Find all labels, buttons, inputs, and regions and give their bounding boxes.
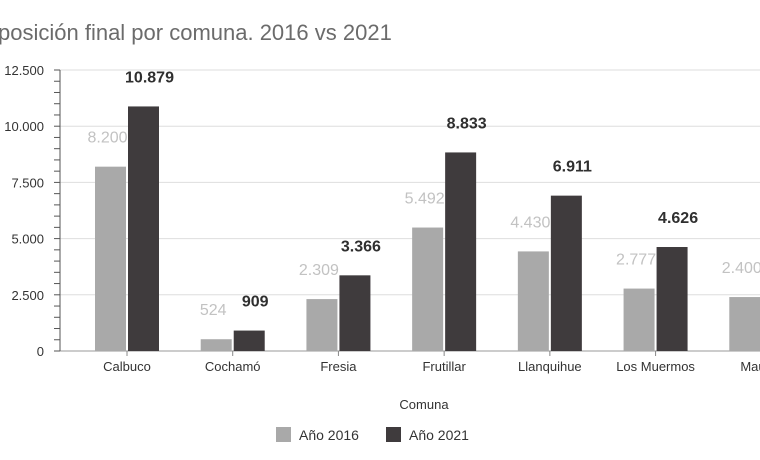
y-tick-label: 10.000 bbox=[4, 119, 44, 134]
bar bbox=[729, 297, 760, 351]
data-label: 4.430 bbox=[510, 214, 550, 231]
bar bbox=[95, 166, 126, 351]
legend-swatch bbox=[386, 427, 401, 442]
data-label: 524 bbox=[200, 302, 227, 319]
bar bbox=[128, 106, 159, 351]
bar bbox=[445, 152, 477, 351]
bar bbox=[412, 227, 444, 351]
chart-title: posición final por comuna. 2016 vs 2021 bbox=[0, 20, 392, 45]
y-tick-label: 2.500 bbox=[11, 288, 44, 303]
data-label: 8.833 bbox=[447, 115, 487, 132]
data-label: 3.366 bbox=[341, 238, 381, 255]
y-tick-label: 5.000 bbox=[11, 232, 44, 247]
x-tick-label: Frutillar bbox=[422, 359, 466, 374]
data-label: 8.200 bbox=[87, 130, 127, 147]
x-tick-label: Fresia bbox=[320, 359, 357, 374]
bar bbox=[550, 195, 582, 351]
bar bbox=[306, 299, 338, 351]
y-tick-label: 7.500 bbox=[11, 175, 44, 190]
x-tick-label: Los Muermos bbox=[616, 359, 695, 374]
legend-label: Año 2021 bbox=[409, 427, 469, 443]
y-tick-label: 0 bbox=[37, 344, 44, 359]
x-tick-label: Llanquihue bbox=[518, 359, 582, 374]
bar bbox=[656, 247, 688, 351]
data-label: 909 bbox=[242, 294, 269, 311]
data-label: 5.492 bbox=[405, 191, 445, 208]
y-tick-label: 12.500 bbox=[4, 63, 44, 78]
bar bbox=[517, 251, 549, 351]
legend-label: Año 2016 bbox=[299, 427, 359, 443]
x-tick-label: Maullín bbox=[740, 359, 760, 374]
x-axis-title: Comuna bbox=[399, 397, 449, 412]
bar bbox=[233, 330, 265, 351]
data-label: 2.777 bbox=[616, 252, 656, 269]
data-label: 2.309 bbox=[299, 262, 339, 279]
data-label: 10.879 bbox=[125, 69, 174, 86]
x-tick-label: Calbuco bbox=[103, 359, 151, 374]
data-label: 4.626 bbox=[658, 210, 698, 227]
bar bbox=[200, 339, 232, 351]
bar bbox=[339, 275, 371, 351]
data-label: 6.911 bbox=[553, 159, 592, 176]
legend-swatch bbox=[276, 427, 291, 442]
x-tick-label: Cochamó bbox=[205, 359, 261, 374]
bar bbox=[623, 288, 655, 351]
data-label: 2.400 bbox=[722, 260, 760, 277]
